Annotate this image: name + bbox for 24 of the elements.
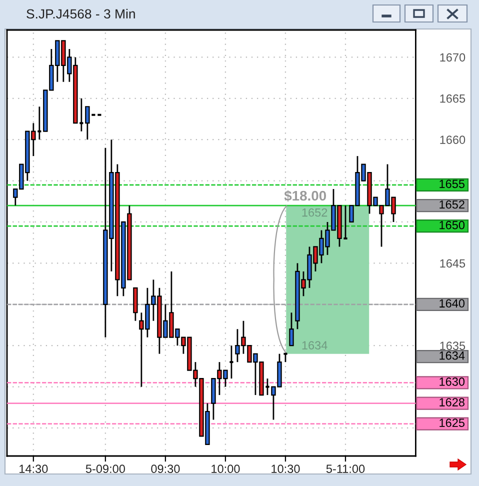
x-tick-label: 10:30 [272,464,300,474]
ref-line-label: 1655 [440,180,464,188]
ref-line-label: 1640 [440,299,465,308]
text: 1634 [440,351,465,360]
ref-line-label: 1650 [440,220,465,230]
y-tick-label: 1660 [440,136,466,144]
chart-title: S.JP.J4568 - 3 Min [26,8,135,19]
y-tick-label: 1635 [440,342,466,350]
x-tick-label: 5-11:00 [326,464,365,474]
band-label: $18.00 [284,190,326,202]
x-tick-label: 10:00 [212,464,240,474]
ref-line-label: 1625 [440,418,464,428]
y-tick-label: 1645 [440,259,466,268]
ref-line-label: 1628 [440,398,464,406]
y-tick-label: 1665 [440,94,466,103]
candlestick [289,312,294,346]
x-tick-label: 14:30 [20,464,48,474]
y-tick-label: 1670 [440,53,466,62]
text: 1652 [440,200,464,209]
ref-line-label: 1630 [440,377,465,386]
annotation: 1634 [302,341,328,350]
x-tick-label: 09:30 [151,464,180,474]
annotation: 1652 [302,208,328,217]
x-tick-label: 5-09:00 [86,464,125,474]
